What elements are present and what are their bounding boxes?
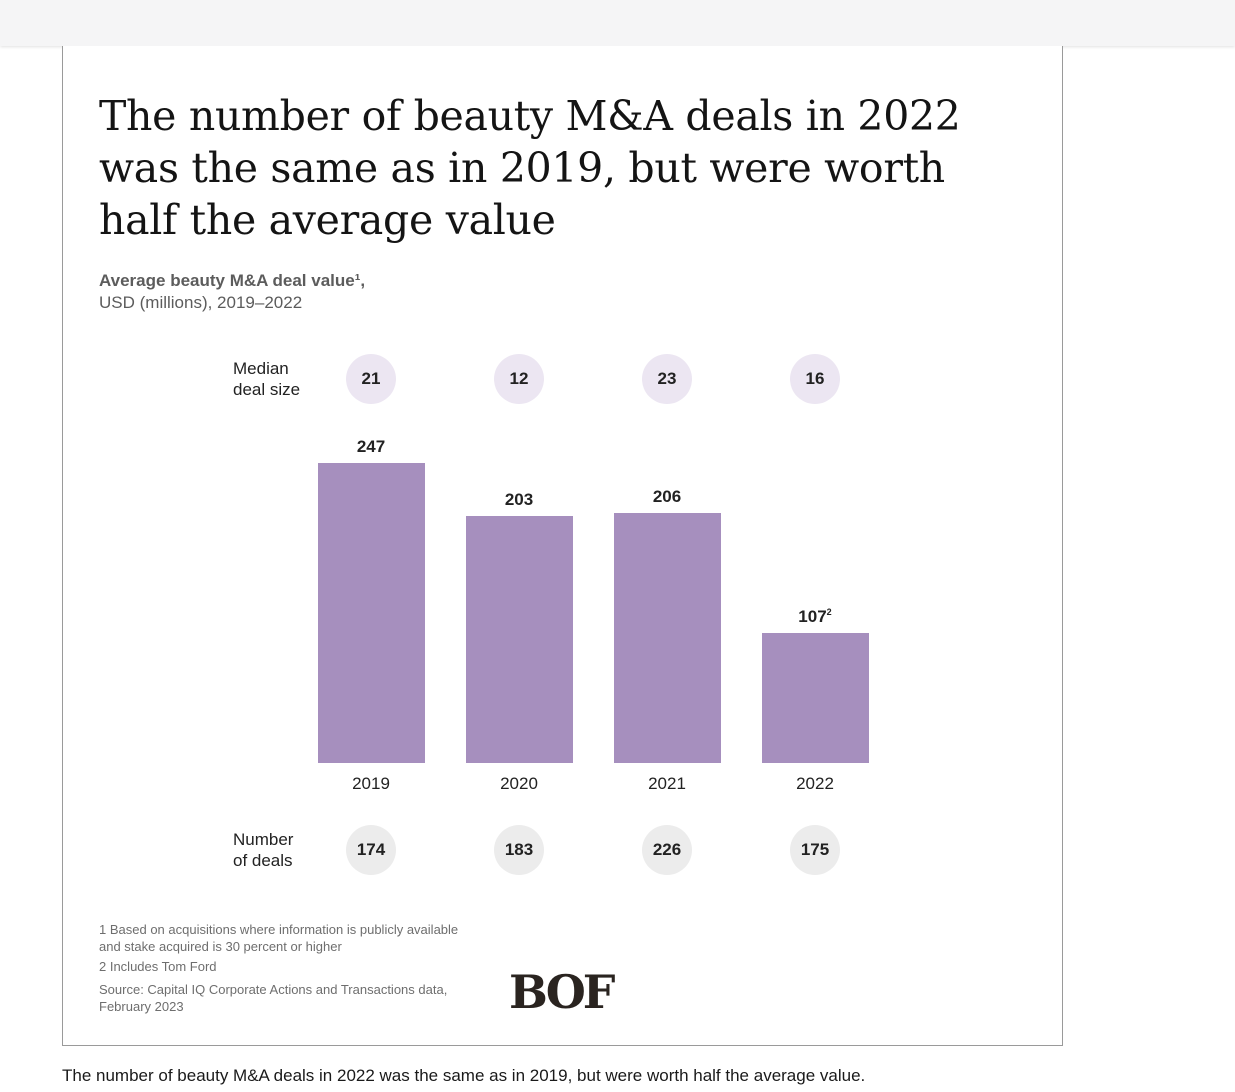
value-label-2021: 206 (614, 487, 721, 507)
median-row-label: Median deal size (233, 358, 300, 400)
median-deal-size-2019: 21 (346, 354, 396, 404)
number-of-deals-2022: 175 (790, 825, 840, 875)
bar-2020 (465, 516, 573, 763)
chart-title: The number of beauty M&A deals in 2022 w… (99, 92, 961, 244)
figure-caption: The number of beauty M&A deals in 2022 w… (62, 1066, 866, 1085)
value-number: 203 (504, 490, 534, 510)
number-of-deals-2021: 226 (642, 825, 692, 875)
x-tick-label-2019: 2019 (352, 774, 390, 793)
bof-logo: BOF (509, 966, 619, 1019)
number-of-deals-2020: 183 (494, 825, 544, 875)
value-number: 107 (798, 607, 827, 627)
median-label-line1: Median (233, 359, 289, 378)
median-deal-size-2020: 12 (494, 354, 544, 404)
value-number: 206 (652, 486, 682, 506)
bar-2019 (317, 463, 425, 763)
x-tick-label-2020: 2020 (500, 774, 538, 793)
value-label-2019: 247 (318, 437, 425, 457)
deals-label-line1: Number (233, 830, 294, 849)
footnote-1: 1 Based on acquisitions where informatio… (99, 922, 459, 954)
deals-row-label: Number of deals (233, 829, 293, 871)
median-label-line2: deal size (233, 380, 301, 399)
footnote-2: 2 Includes Tom Ford (99, 959, 217, 974)
x-tick-label-2021: 2021 (648, 774, 686, 793)
bar-2022 (761, 633, 869, 763)
x-tick-label-2022: 2022 (796, 774, 834, 793)
median-deal-size-2022: 16 (790, 354, 840, 404)
value-footnote-marker: 2 (826, 607, 832, 618)
median-deal-size-2021: 23 (642, 354, 692, 404)
deals-label-line2: of deals (233, 851, 293, 870)
value-number: 247 (356, 437, 386, 456)
chart-figure: The number of beauty M&A deals in 2022 w… (62, 46, 1063, 1046)
chart-subtitle: USD (millions), 2019–2022 (99, 293, 303, 312)
bar-2021 (613, 512, 721, 763)
source-note: Source: Capital IQ Corporate Actions and… (99, 982, 448, 1014)
top-bar (0, 0, 1235, 46)
chart-subtitle-bold: Average beauty M&A deal value¹, (99, 271, 366, 290)
value-label-2022: 1072 (762, 607, 869, 627)
number-of-deals-2019: 174 (346, 825, 396, 875)
value-label-2020: 203 (466, 490, 573, 510)
logo-text: BOF (509, 966, 616, 1019)
